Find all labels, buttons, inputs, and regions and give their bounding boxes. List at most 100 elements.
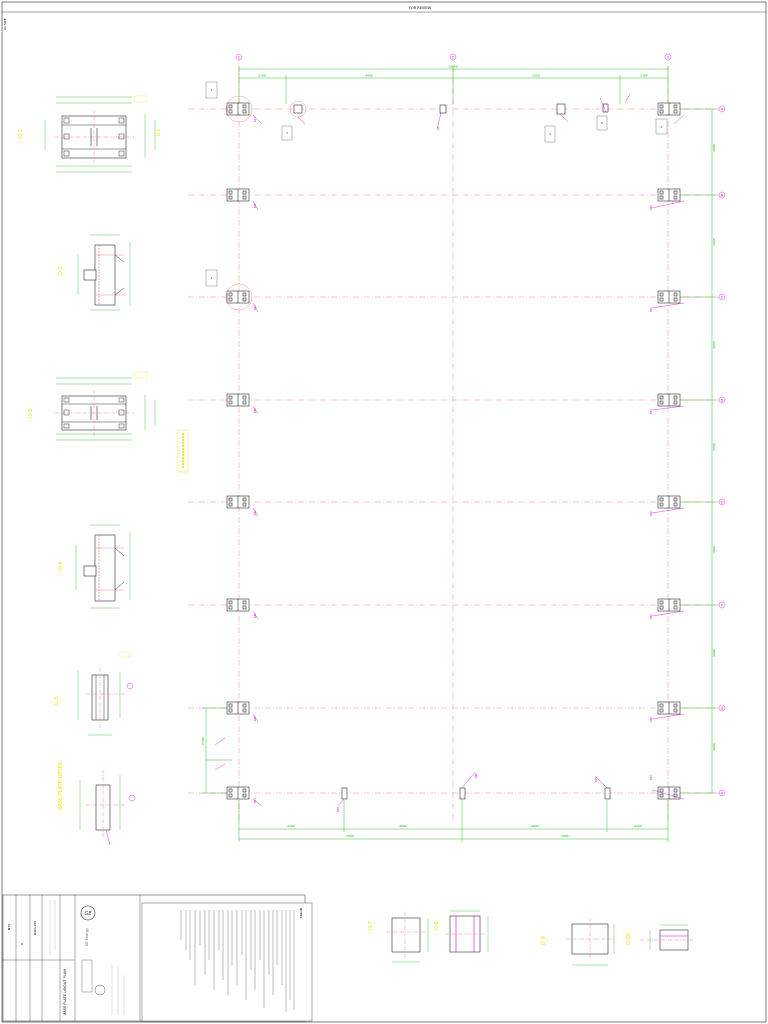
side-dim-5: 3000 — [712, 546, 716, 554]
svg-text:BP2: BP2 — [649, 511, 653, 516]
detail-2-title: D-2 — [58, 266, 64, 275]
bottom-overall-2: 7500 — [561, 834, 569, 838]
section-mark-6: 6 — [661, 125, 663, 129]
svg-text:BP2: BP2 — [253, 408, 257, 413]
svg-text:BP1: BP1 — [253, 117, 257, 122]
grid-bubble-D: D — [718, 396, 726, 404]
side-dim-1: 3000 — [712, 144, 716, 152]
grid-bubble-C: C — [718, 293, 726, 301]
svg-text:E: E — [721, 500, 723, 504]
plate-tags: BP1 BP2 BP2 BP2 BP2 BP2 BP2 BP1 BP2 BP2 … — [253, 117, 653, 812]
top-dim-4: 2100 — [640, 74, 648, 78]
plan-yellow-note — [177, 429, 189, 473]
intermediate-posts — [293, 103, 611, 800]
svg-text:D: D — [721, 398, 724, 402]
bottom-dim-2: 3900 — [399, 824, 407, 828]
section-mark-3: 3 — [286, 131, 288, 135]
project-title: BASE PLATE LAYOUT PLAN — [63, 969, 67, 1015]
leader-lines — [214, 93, 685, 807]
scale: NTS — [7, 924, 11, 930]
top-reference: FOR REVIEW — [409, 6, 432, 10]
detail-2: D-2 — [58, 234, 131, 311]
drawing-number: DWG-001 — [33, 920, 37, 935]
revision: 0 — [20, 943, 24, 945]
grid-bubble-F: F — [718, 601, 726, 609]
notes-heading: NOTES: — [299, 908, 303, 919]
svg-text:A: A — [721, 107, 724, 111]
grid-bubble-H: H — [718, 789, 726, 797]
top-dimensions — [238, 66, 669, 104]
company-name: GE Energy — [85, 928, 89, 946]
svg-text:C: C — [721, 295, 724, 299]
section-tags: 1 2 3 4 5 6 — [205, 81, 668, 287]
general-notes: NOTES: — [141, 902, 313, 1022]
svg-text:BP2: BP2 — [253, 716, 257, 721]
detail-7: D-7 — [368, 912, 429, 963]
detail-8: D-8 — [434, 910, 489, 953]
detail-8-title: D-8 — [434, 921, 440, 930]
detail-9-title: D-9 — [541, 936, 547, 945]
svg-text:BP2: BP2 — [649, 717, 653, 722]
svg-text:F: F — [721, 603, 723, 607]
top-overall-dim: 12400 — [448, 65, 458, 69]
grid-bubble-3: 3 — [664, 53, 672, 61]
side-dimensions — [676, 108, 716, 794]
detail-1-title: D-1 — [18, 129, 24, 138]
svg-text:BP2: BP2 — [649, 409, 653, 414]
detail-7-title: D-7 — [368, 921, 374, 930]
bottom-overall-1: 7500 — [346, 834, 354, 838]
bottom-dimensions — [238, 800, 669, 842]
detail-4-title: D-4 — [58, 561, 64, 570]
left-dimensions — [202, 707, 232, 794]
left-dim: 2500 — [201, 737, 205, 745]
detail-6: BASE PLATE DETAIL — [58, 761, 136, 846]
svg-text:H: H — [721, 791, 724, 795]
corner-note: A1 SIZE — [3, 18, 7, 30]
svg-text:BP2: BP2 — [253, 305, 257, 310]
detail-1: D-1 D-6 — [18, 95, 161, 173]
bottom-dim-1: 2100 — [287, 824, 295, 828]
svg-text:BP3: BP3 — [594, 777, 598, 782]
detail-4: D-4 — [58, 524, 131, 609]
grid-bubble-A: A — [718, 105, 726, 113]
side-dim-3: 3000 — [712, 341, 716, 349]
section-mark-4: 4 — [549, 132, 551, 136]
svg-text:BP1: BP1 — [649, 775, 653, 780]
side-dim-4: 3000 — [712, 443, 716, 451]
detail-5: D-5 — [54, 651, 134, 736]
top-dim-3: 4200 — [532, 74, 540, 78]
svg-text:BP2: BP2 — [649, 614, 653, 619]
section-mark-2: 2 — [211, 276, 213, 280]
side-dim-7: 3000 — [712, 743, 716, 751]
svg-text:1: 1 — [238, 55, 240, 59]
detail-5-title: D-5 — [54, 696, 60, 705]
svg-text:3: 3 — [667, 55, 669, 59]
bottom-dim-4: 2100 — [634, 824, 642, 828]
svg-text:BP2: BP2 — [649, 307, 653, 312]
detail-callout-circles — [225, 95, 307, 311]
detail-10-title: D-10 — [626, 933, 632, 945]
section-mark-1: 1 — [211, 88, 213, 92]
base-plates — [226, 102, 681, 800]
bottom-dim-3: 4200 — [531, 824, 539, 828]
base-plate-plan: 1 2 3 A B C D E F G H 2100 4000 4200 210… — [177, 53, 726, 842]
detail-6-title: BASE PLATE DETAIL — [58, 761, 64, 810]
detail-1-side-title: D-6 — [156, 128, 161, 136]
company-logo: GE — [80, 905, 96, 921]
detail-9: D-9 — [541, 918, 615, 966]
grid-bubble-E: E — [718, 498, 726, 506]
svg-text:BP3: BP3 — [474, 773, 478, 778]
svg-text:B: B — [721, 193, 724, 197]
grid-bubble-G: G — [718, 704, 726, 712]
svg-text:BP2: BP2 — [649, 205, 653, 210]
grid-bubble-2: 2 — [449, 53, 457, 61]
logo-text: GE — [84, 911, 92, 917]
svg-text:BP1: BP1 — [253, 798, 257, 803]
grid-bubble-B: B — [718, 191, 726, 199]
svg-text:BP3: BP3 — [436, 125, 440, 130]
side-dim-6: 3000 — [712, 649, 716, 657]
svg-text:BP2: BP2 — [253, 203, 257, 208]
svg-text:G: G — [721, 706, 724, 710]
